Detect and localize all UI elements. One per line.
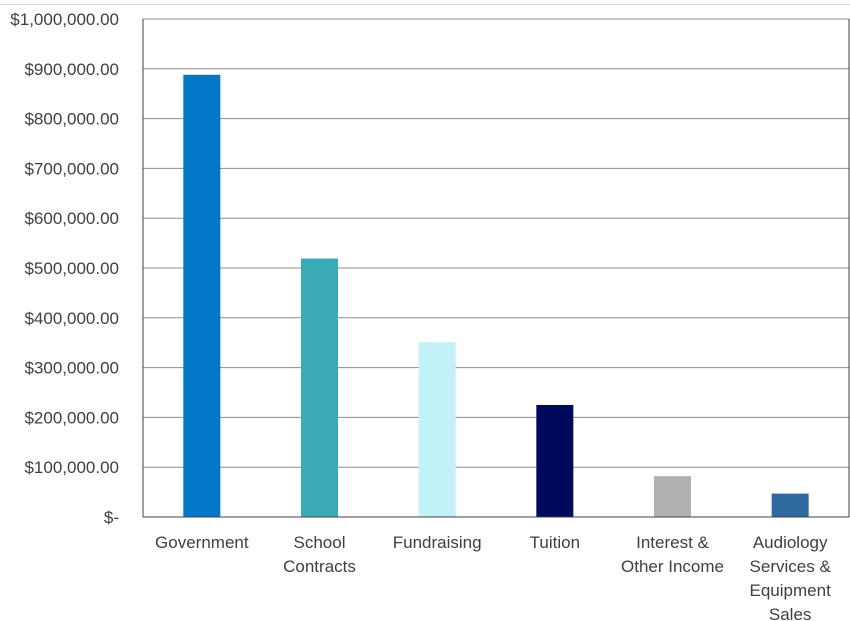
y-tick-label: $300,000.00 <box>24 359 119 378</box>
x-category-label: Interest & Other Income <box>621 533 724 576</box>
y-tick-label: $600,000.00 <box>24 209 119 228</box>
x-category-label: Fundraising <box>393 533 482 552</box>
bar <box>183 74 221 517</box>
x-category-label: Tuition <box>530 533 580 552</box>
x-category-label: Government <box>155 533 249 552</box>
y-tick-label: $800,000.00 <box>24 110 119 129</box>
bar <box>418 342 456 517</box>
y-tick-label: $400,000.00 <box>24 309 119 328</box>
y-axis-tick-labels: $- $100,000.00 $200,000.00 $300,000.00 $400,… <box>10 10 119 527</box>
axes <box>142 19 850 518</box>
bar <box>654 476 691 517</box>
x-category-label: Audiology Services & Equipment Sales <box>750 533 832 621</box>
x-category-label: School Contracts <box>283 533 356 576</box>
y-tick-label: $- <box>104 508 119 527</box>
y-tick-label: $900,000.00 <box>24 60 119 79</box>
y-tick-label: $100,000.00 <box>24 458 119 477</box>
x-axis-category-labels: Government School Contracts Fundraising Tuit… <box>155 533 831 621</box>
bar <box>536 404 574 517</box>
top-divider <box>0 4 850 5</box>
bar <box>301 258 338 517</box>
y-tick-label: $500,000.00 <box>24 259 119 278</box>
y-tick-label: $1,000,000.00 <box>10 10 119 29</box>
y-tick-label: $700,000.00 <box>24 159 119 178</box>
y-tick-label: $200,000.00 <box>24 408 119 427</box>
bar <box>771 493 809 517</box>
gridlines <box>143 18 849 468</box>
bars <box>183 74 809 517</box>
